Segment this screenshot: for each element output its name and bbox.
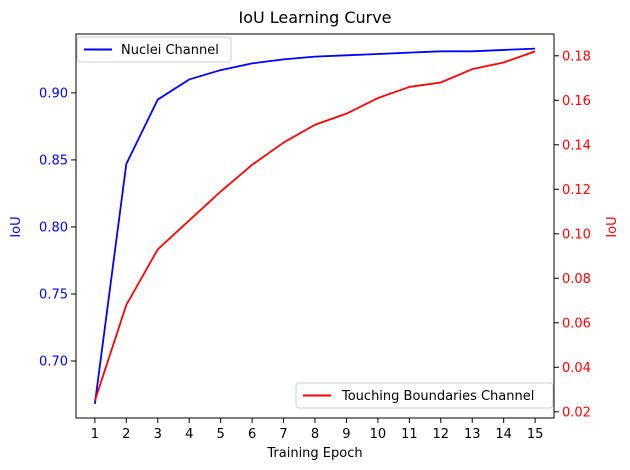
right-tick-label-1: 0.04: [562, 361, 591, 376]
x-tick-label-11: 11: [401, 427, 418, 442]
left-tick-label-0: 0.70: [39, 355, 68, 370]
series-line-touching-boundaries: [94, 50, 536, 401]
x-tick-label-7: 7: [279, 427, 287, 442]
right-tick-label-8: 0.18: [562, 49, 591, 64]
x-tick-label-3: 3: [154, 427, 162, 442]
x-axis: 1 2 3 4 5 6 7 8 9 10 11 12 13 14 15: [91, 418, 544, 442]
chart-title: IoU Learning Curve: [238, 8, 391, 27]
x-tick-label-12: 12: [433, 427, 450, 442]
left-y-axis-label: IoU: [9, 216, 24, 237]
x-tick-label-4: 4: [185, 427, 193, 442]
right-tick-label-7: 0.16: [562, 94, 591, 109]
x-tick-label-8: 8: [311, 427, 319, 442]
plot-frame: [75, 33, 555, 419]
legend-nuclei: Nuclei Channel: [76, 36, 232, 63]
legend-touching-boundaries-label: Touching Boundaries Channel: [341, 389, 534, 404]
right-tick-label-0: 0.02: [562, 405, 591, 420]
right-y-axis: 0.02 0.04 0.06 0.08 0.10 0.12 0.14 0.16 0.18: [554, 49, 591, 420]
legend-nuclei-box: [76, 36, 232, 63]
left-tick-label-4: 0.90: [39, 86, 68, 101]
legend-touching-boundaries: Touching Boundaries Channel: [295, 382, 554, 409]
right-tick-label-3: 0.08: [562, 272, 591, 287]
right-tick-label-4: 0.10: [562, 227, 591, 242]
x-tick-label-1: 1: [91, 427, 99, 442]
right-y-axis-label: IoU: [605, 216, 620, 237]
right-tick-label-6: 0.14: [562, 138, 591, 153]
x-axis-label: Training Epoch: [266, 446, 362, 461]
legend-touching-boundaries-box: [295, 382, 554, 409]
x-tick-label-13: 13: [464, 427, 481, 442]
left-tick-label-3: 0.85: [39, 153, 68, 168]
x-tick-label-14: 14: [495, 427, 512, 442]
left-y-axis: 0.70 0.75 0.80 0.85 0.90: [39, 86, 76, 370]
x-tick-label-9: 9: [342, 427, 350, 442]
x-tick-label-10: 10: [370, 427, 387, 442]
series-lines: [93, 47, 536, 405]
x-tick-label-15: 15: [527, 427, 544, 442]
x-tick-label-6: 6: [248, 427, 256, 442]
left-tick-label-2: 0.80: [39, 220, 68, 235]
series-line-nuclei: [93, 47, 536, 405]
x-tick-label-5: 5: [217, 427, 225, 442]
plot-area: [75, 33, 555, 419]
left-tick-label-1: 0.75: [39, 287, 68, 302]
right-tick-label-2: 0.06: [562, 316, 591, 331]
legend-nuclei-label: Nuclei Channel: [121, 43, 219, 58]
x-tick-label-2: 2: [122, 427, 130, 442]
right-tick-label-5: 0.12: [562, 183, 591, 198]
